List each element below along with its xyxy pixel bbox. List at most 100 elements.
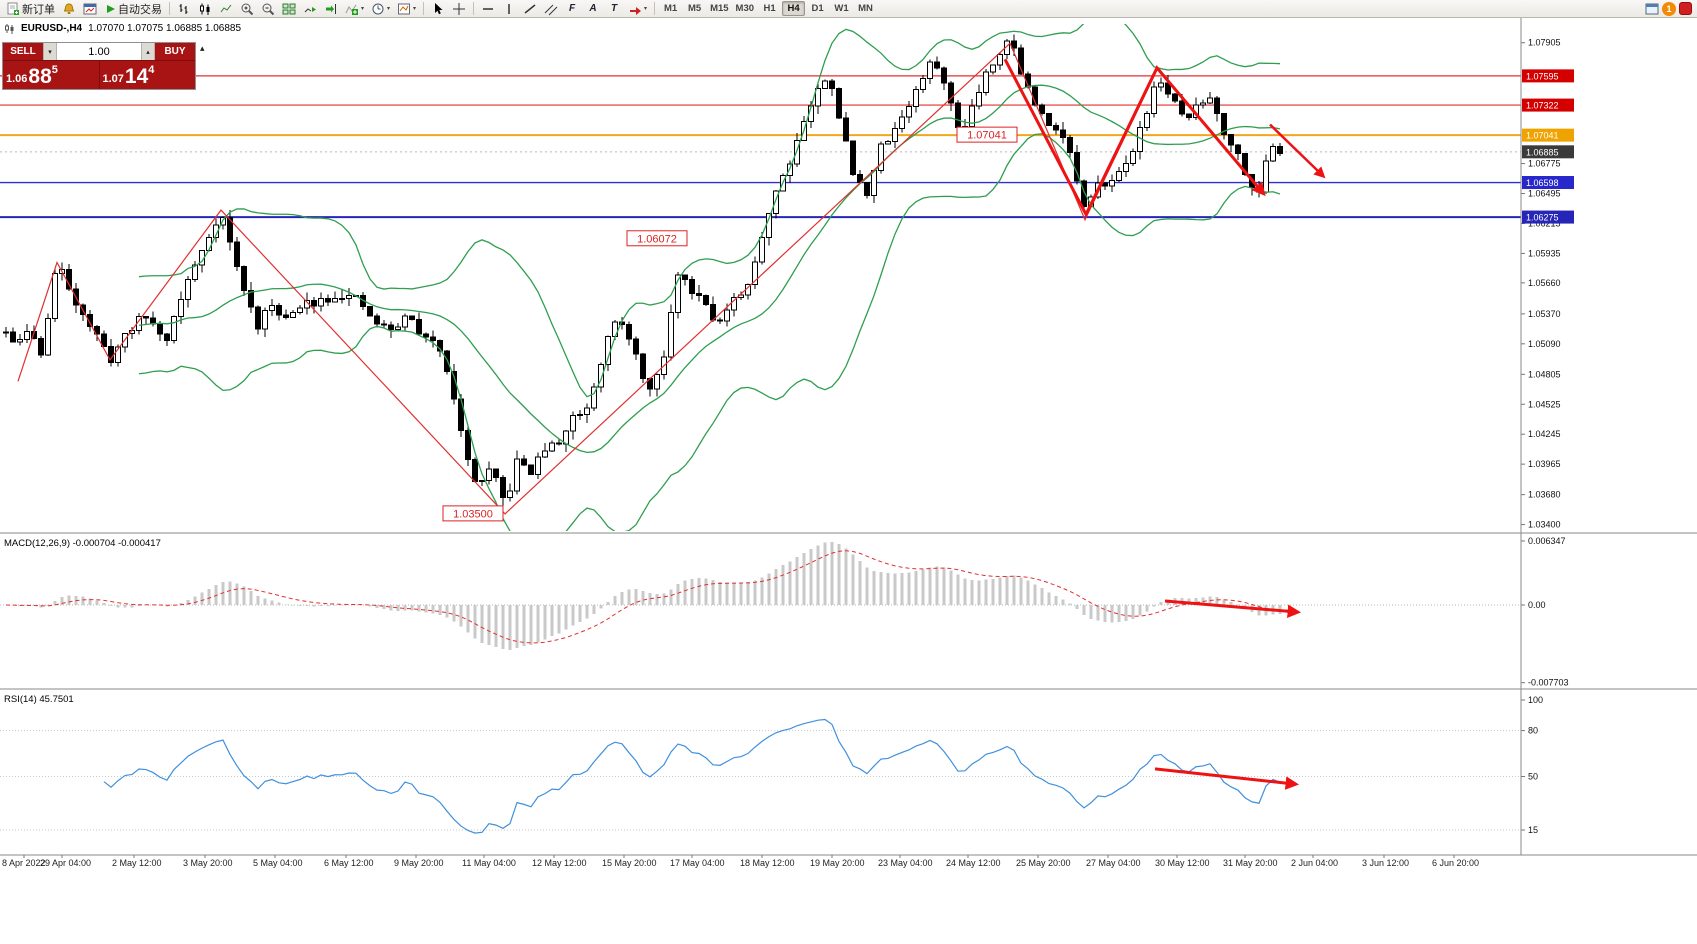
one-click-collapse-arrow[interactable]: ▴ [200,43,205,53]
svg-text:1.06275: 1.06275 [1526,213,1559,223]
zoom-in-button[interactable] [237,1,257,17]
timeframe-m30-button[interactable]: M30 [733,1,757,16]
toolbar-separator [423,2,425,15]
price-tick-1.03965: 1.03965 [1528,459,1561,469]
rsi-scale-80: 80 [1528,726,1538,736]
time-label: 29 Apr 04:00 [40,858,91,868]
sell-price-panel[interactable]: 1.06 88 5 [3,61,100,89]
sell-price-big-digits: 88 [28,65,52,88]
timeframe-h4-button[interactable]: H4 [782,1,806,16]
add-indicator-icon [345,4,358,15]
toolbar-separator [654,2,656,15]
rsi-line [103,718,1281,834]
notification-badge[interactable]: 1 [1662,1,1676,16]
layout-window-icon[interactable] [1645,2,1659,16]
time-label: 24 May 12:00 [946,858,1001,868]
chevron-down-icon: ▾ [387,6,391,12]
volume-field-wrap [57,43,141,60]
line-chart-icon [220,4,232,12]
label-tool-button[interactable]: T [604,1,624,17]
price-scale[interactable]: 1.079051.067751.064951.062151.059351.056… [1521,38,1574,530]
timeframe-mn-button[interactable]: MN [854,1,877,16]
template-icon [398,3,411,14]
bollinger-middle-band [138,84,1281,454]
templates-button[interactable]: ▾ [394,1,419,17]
horizontal-line-tool-button[interactable] [478,1,498,17]
volume-increase-stepper[interactable]: ▴ [141,43,155,60]
sell-button[interactable]: SELL [3,43,43,60]
trend-arrow-1[interactable] [1003,58,1266,218]
horizontal-line-icon [483,7,494,10]
buy-button[interactable]: BUY [155,43,195,60]
one-click-trading-panel: SELL ▾ ▴ BUY 1.06 88 5 1.07 14 4 [2,42,196,90]
tile-windows-icon [282,3,296,14]
ohlc-bars-icon [179,3,188,14]
price-tick-1.0368: 1.03680 [1528,490,1561,500]
auto-scroll-icon [304,6,316,12]
time-label: 11 May 04:00 [462,858,516,868]
time-label: 19 May 20:00 [810,858,865,868]
play-icon [107,4,115,13]
chart-window-icon [83,3,97,14]
timeframe-m5-button[interactable]: M5 [683,1,706,16]
price-tick-1.0509: 1.05090 [1528,339,1561,349]
label-tool-icon: T [610,3,618,14]
vertical-line-icon [508,3,510,14]
timeframe-m1-button[interactable]: M1 [659,1,682,16]
price-tick-1.04805: 1.04805 [1528,369,1561,379]
vertical-line-tool-button[interactable] [499,1,519,17]
price-tick-1.04245: 1.04245 [1528,429,1561,439]
timeframe-h1-button[interactable]: H1 [758,1,781,16]
price-tick-1.06495: 1.06495 [1528,189,1561,199]
time-label: 8 Apr 2022 [2,858,46,868]
timeframe-w1-button[interactable]: W1 [830,1,853,16]
line-chart-type-button[interactable] [216,1,236,17]
indicators-button[interactable]: ▾ [342,1,367,17]
new-chart-button[interactable] [80,1,100,17]
buy-price-panel[interactable]: 1.07 14 4 [100,61,196,89]
price-annotation-1.07041[interactable]: 1.07041 [956,126,1018,143]
trend-arrow-2[interactable] [1269,123,1326,179]
fibonacci-icon: F [568,3,576,14]
toolbar-separator [169,2,170,15]
time-label: 6 May 12:00 [324,858,374,868]
channel-icon [544,4,558,15]
tile-windows-button[interactable] [279,1,299,17]
macd-trend-arrow[interactable] [1164,599,1302,618]
svg-text:1.06598: 1.06598 [1526,178,1559,188]
alerts-button[interactable] [59,1,79,17]
arrows-tool-button[interactable]: ▾ [625,1,650,17]
price-annotation-1.06072[interactable]: 1.06072 [626,230,688,247]
channel-tool-button[interactable] [541,1,561,17]
fibonacci-tool-button[interactable]: F [562,1,582,17]
price-tick-1.0566: 1.05660 [1528,278,1561,288]
trendline-icon [524,3,536,14]
record-icon[interactable] [1679,2,1692,15]
auto-trading-button[interactable]: 自动交易 [101,1,165,17]
text-tool-icon: A [589,3,597,14]
timeframe-m15-button[interactable]: M15 [707,1,731,16]
time-label: 17 May 04:00 [670,858,725,868]
text-tool-button[interactable]: A [583,1,603,17]
trendline-tool-button[interactable] [520,1,540,17]
price-annotation-1.03500[interactable]: 1.03500 [442,505,504,522]
chart-shift-button[interactable] [321,1,341,17]
candlestick-chart-type-button[interactable] [195,1,215,17]
periods-button[interactable]: ▾ [368,1,393,17]
price-tick-1.0537: 1.05370 [1528,309,1561,319]
bar-chart-type-button[interactable] [174,1,194,17]
zoom-out-button[interactable] [258,1,278,17]
volume-decrease-stepper[interactable]: ▾ [43,43,57,60]
auto-scroll-button[interactable] [300,1,320,17]
crosshair-tool-button[interactable] [449,1,469,17]
volume-input[interactable] [57,43,141,60]
cursor-tool-button[interactable] [428,1,448,17]
new-order-button[interactable]: 新订单 [3,1,58,17]
time-label: 2 Jun 04:00 [1291,858,1338,868]
rsi-trend-arrow[interactable] [1154,767,1300,790]
timeframe-d1-button[interactable]: D1 [806,1,829,16]
sell-price-pip: 5 [51,64,58,76]
crosshair-icon [453,2,466,15]
